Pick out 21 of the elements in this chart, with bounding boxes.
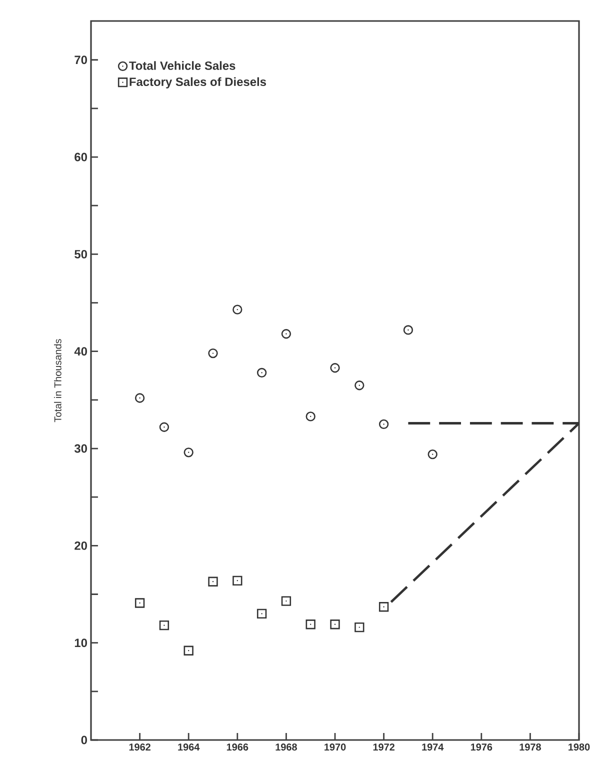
y-tick-label: 10 bbox=[74, 638, 87, 648]
x-tick-label: 1964 bbox=[178, 744, 200, 751]
y-tick-label: 50 bbox=[74, 250, 87, 258]
y-axis-title: Total in Thousands bbox=[54, 339, 62, 422]
x-tick-label: 1974 bbox=[422, 744, 444, 751]
x-tick-label: 1966 bbox=[226, 744, 248, 751]
x-tick-label: 1978 bbox=[520, 744, 541, 751]
x-tick-label: 1962 bbox=[129, 744, 150, 751]
y-tick-label: 40 bbox=[74, 347, 87, 356]
x-tick-label: 1968 bbox=[276, 744, 297, 751]
legend-label: Factory Sales of Diesels bbox=[130, 77, 266, 88]
x-tick-label: 1970 bbox=[324, 744, 346, 751]
y-tick-label: 20 bbox=[74, 541, 87, 550]
y-tick-label: 60 bbox=[74, 152, 87, 162]
y-tick-label: 0 bbox=[81, 736, 87, 744]
x-tick-label: 1976 bbox=[470, 744, 492, 751]
y-tick-label: 70 bbox=[74, 56, 87, 64]
x-tick-label: 1980 bbox=[568, 744, 590, 751]
y-tick-label: 30 bbox=[74, 444, 87, 453]
x-tick-label: 1972 bbox=[373, 744, 394, 751]
legend-label: Total Vehicle Sales bbox=[129, 61, 236, 70]
